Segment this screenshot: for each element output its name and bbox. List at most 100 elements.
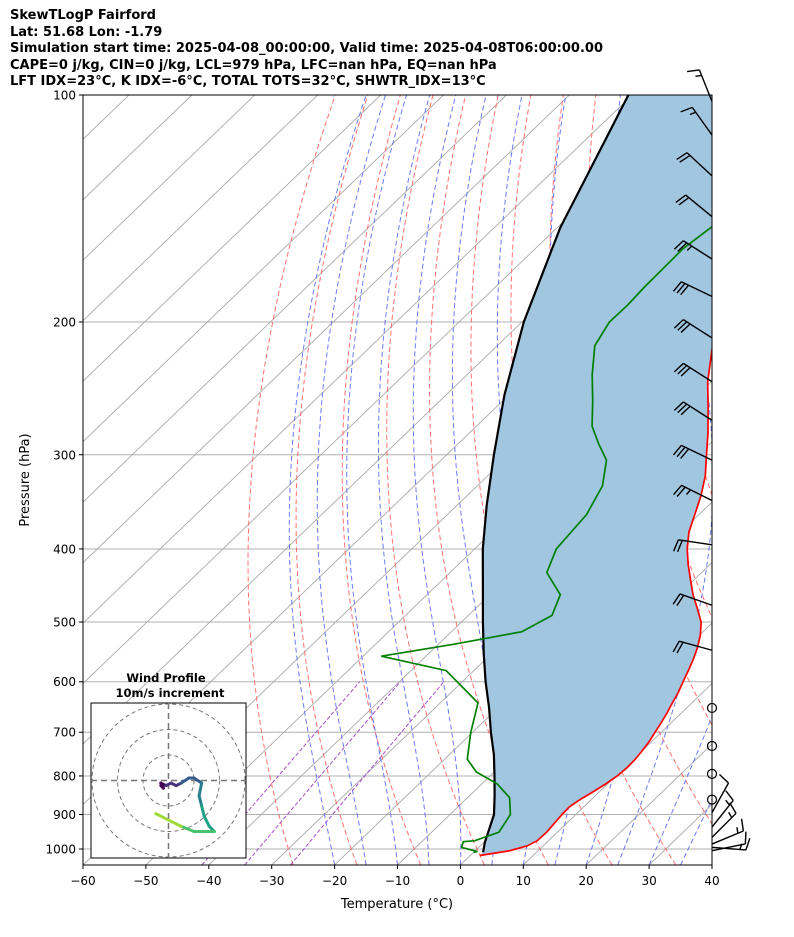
barb-staff [682,240,713,260]
time-label: Simulation start time: 2025-04-08_00:00:… [10,41,603,56]
hodograph-segment [192,776,204,785]
barb-flag [673,240,684,250]
barb-half-flag [695,74,702,78]
inset-title: Wind Profile [126,671,206,685]
barb-staff [711,812,737,838]
isotherm-line [711,864,712,865]
barb-flag [677,321,688,331]
wind-barb [673,362,713,383]
hodograph-segment [154,812,163,818]
barb-half-flag [689,111,696,116]
barb-flag [673,484,683,496]
barb-staff [685,194,713,218]
moist-adiabat-line [648,715,712,865]
wind-barb [672,281,713,298]
barb-half-flag [725,799,731,806]
parcel-path-line [481,95,630,853]
dry-adiabat-line [295,95,369,865]
barb-flag [672,539,680,552]
x-tick-label: 40 [704,874,719,888]
parcel-area-fill [479,95,712,856]
barb-staff [679,593,713,606]
barb-flag [677,403,688,414]
barb-staff [686,152,713,177]
barb-flag [673,362,684,373]
moist-adiabat-line [346,95,407,865]
wind-barb [711,838,751,851]
moist-adiabat-line [288,95,367,865]
y-tick-label: 600 [53,675,76,689]
mixing-ratio-line [290,681,445,865]
wind-barb [687,69,713,102]
x-tick-label: 10 [516,874,531,888]
wind-barb [675,194,713,218]
chart-title: SkewTLogP Fairford [10,8,156,23]
hodograph-ring [117,729,220,832]
barb-staff [682,401,713,421]
y-tick-label: 900 [53,808,76,822]
barb-flag [673,319,684,329]
barb-staff [681,444,713,461]
wind-barb [673,484,713,502]
barb-flag [687,69,700,73]
barb-flag [672,281,682,292]
barb-flag [676,594,685,606]
barb-flag [678,197,690,206]
temperature-line [479,345,712,857]
barb-flag [672,444,682,456]
dry-adiabat-line [247,95,336,865]
moist-adiabat-line [316,95,386,865]
x-tick-label: −60 [70,874,95,888]
wind-barb [673,319,713,339]
barb-staff [711,782,730,814]
hodograph-segment [197,781,204,798]
barb-staff [681,281,713,298]
barb-half-flag [685,489,692,495]
barb-flag [676,486,686,497]
barb-flag [676,446,686,458]
barb-flag [675,194,687,203]
y-tick-label: 1000 [45,843,76,857]
isotherm-line [83,95,633,624]
barb-flag [672,640,680,653]
hodograph-segment [202,814,211,828]
dry-adiabat-line [386,95,485,865]
barb-flag [680,106,693,113]
x-tick-label: −20 [322,874,347,888]
wind-barb [673,401,713,421]
hodograph-segment [159,814,173,823]
wind-barb [672,539,713,553]
x-tick-label: 20 [579,874,594,888]
barb-flag [676,152,688,161]
barb-flag [745,838,751,851]
barb-half-flag [739,843,743,850]
y-tick-label: 200 [53,315,76,329]
barb-flag [673,401,684,411]
barb-half-flag [736,827,739,834]
isotherm-line [83,95,381,382]
barb-flag [679,154,691,163]
barb-flag [672,593,681,605]
y-tick-label: 800 [53,769,76,783]
x-tick-label: −50 [133,874,158,888]
wind-barb [711,831,747,852]
hodograph-segment [179,824,196,833]
barb-flag [719,774,729,784]
y-tick-label: 300 [53,448,76,462]
y-tick-label: 400 [53,542,76,556]
location-label: Lat: 51.68 Lon: -1.79 [10,24,163,40]
dry-adiabat-line [759,95,794,865]
indices-line-2: LFT IDX=23°C, K IDX=-6°C, TOTAL TOTS=32°… [10,74,486,89]
wind-barb [673,240,713,260]
dry-adiabat-line [726,95,794,865]
barb-flag [676,283,686,294]
barb-half-flag [728,811,733,818]
chart-header: SkewTLogP Fairford Lat: 51.68 Lon: -1.79… [10,8,790,91]
wind-barbs [672,69,751,852]
barb-staff [679,640,713,651]
wind-barb [711,818,745,845]
y-tick-label: 700 [53,726,76,740]
barb-flag [680,405,691,416]
barb-flag [677,242,688,252]
x-tick-label: 30 [641,874,656,888]
